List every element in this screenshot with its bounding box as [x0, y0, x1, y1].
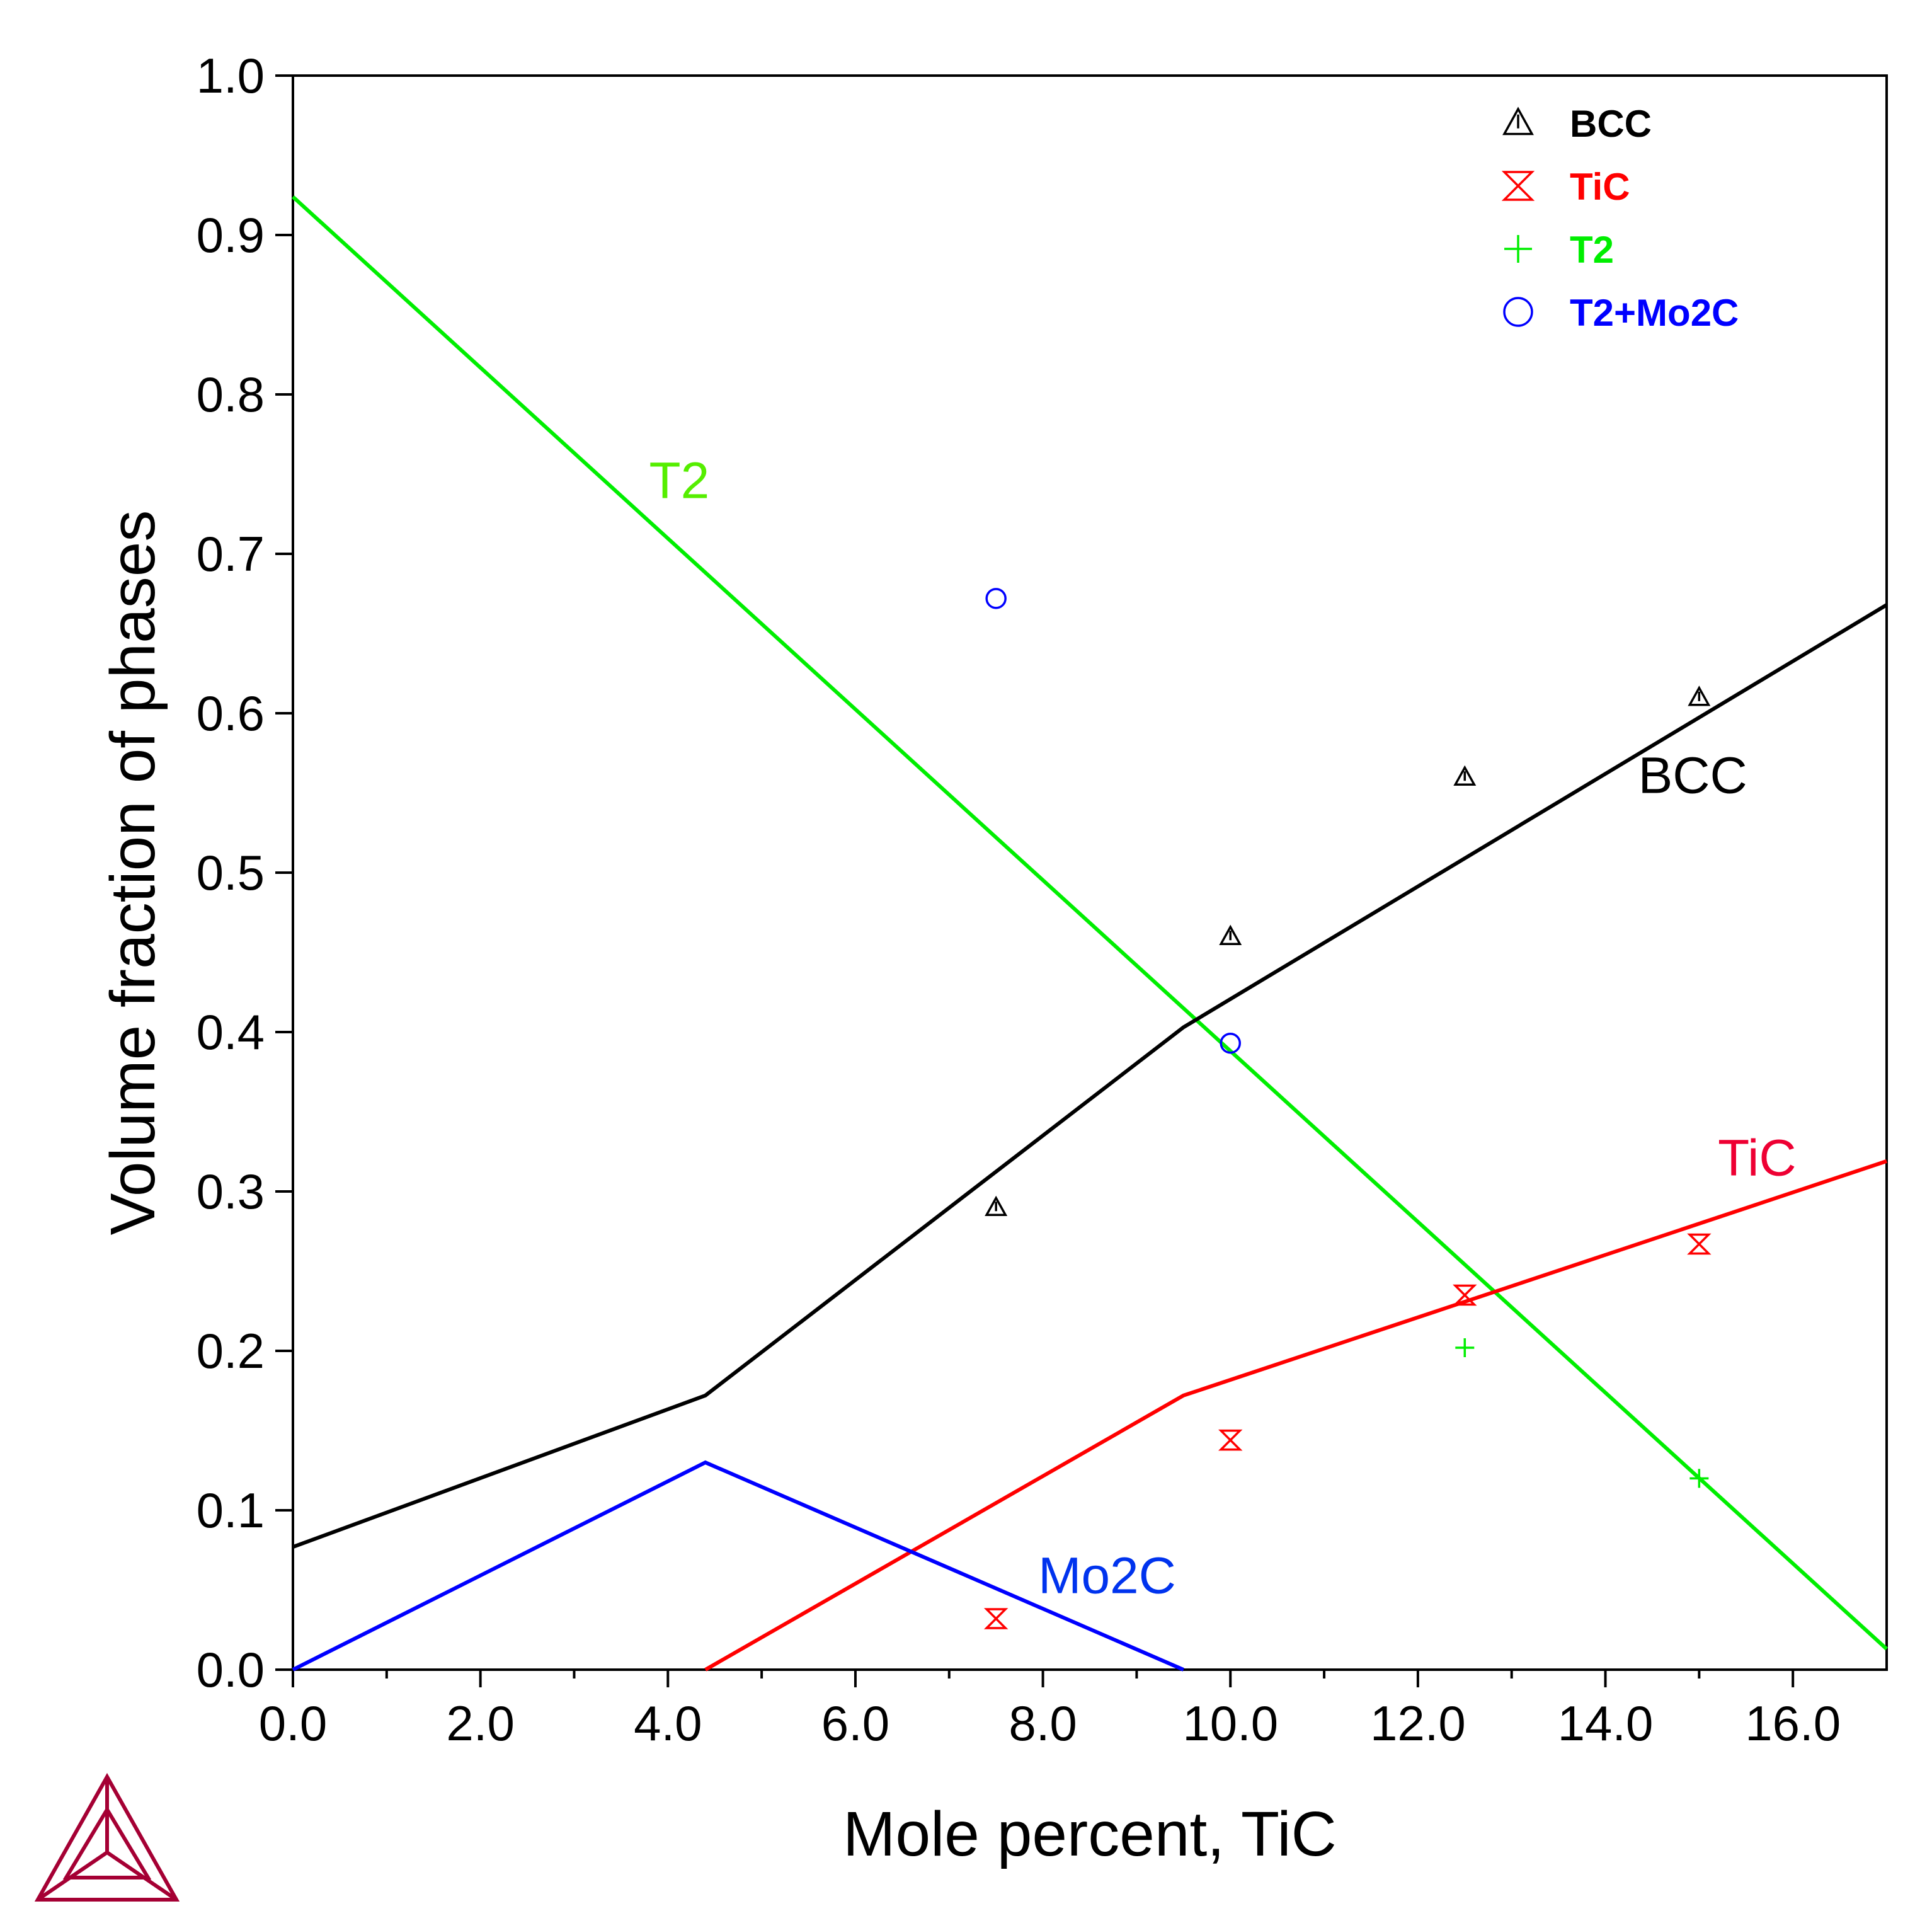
y-tick-label: 0.9 [197, 207, 265, 263]
line-bcc [292, 603, 1888, 1549]
y-tick-label: 0.2 [197, 1323, 265, 1379]
x-tick-label: 4.0 [634, 1696, 702, 1751]
x-tick-label: 6.0 [821, 1696, 889, 1751]
point-tic [1687, 1233, 1712, 1255]
curve-label-mo2c: Mo2C [1038, 1547, 1176, 1605]
legend: BCC TiC T2 T2+Mo2C [1501, 103, 1739, 334]
y-tick-label: 0.8 [197, 367, 265, 422]
point-t2 [1455, 1338, 1475, 1357]
point-t2-mo2c [1220, 1032, 1241, 1054]
point-bcc [985, 1195, 1008, 1217]
x-tick-label: 16.0 [1745, 1696, 1841, 1751]
legend-label: T2 [1570, 229, 1614, 271]
legend-marker-tic [1501, 171, 1535, 201]
x-tick-label: 0.0 [259, 1696, 327, 1751]
y-tick-label: 0.1 [197, 1483, 265, 1538]
curve-label-t2: T2 [649, 452, 710, 509]
legend-label: BCC [1570, 103, 1652, 145]
data-points [983, 588, 1712, 1629]
point-bcc [1688, 686, 1711, 706]
x-tick-label: 2.0 [446, 1696, 514, 1751]
point-tic [1218, 1429, 1243, 1451]
legend-marker-t2-mo2c [1503, 297, 1533, 327]
curve-label-tic: TiC [1718, 1130, 1796, 1187]
line-mo2c [292, 1460, 1184, 1672]
legend-marker-t2 [1504, 235, 1532, 263]
point-bcc [1219, 924, 1242, 945]
point-bcc [1453, 765, 1477, 786]
y-tick-label: 0.5 [197, 845, 265, 900]
y-tick-label: 0.7 [197, 526, 265, 582]
thermo-calc-logo-icon [34, 1772, 180, 1902]
y-tick-label: 1.0 [197, 48, 265, 103]
y-tick-label: 0.4 [197, 1004, 265, 1060]
legend-label: TiC [1570, 166, 1630, 208]
x-axis-title: Mole percent, TiC [843, 1799, 1337, 1869]
curve-labels: T2 BCC TiC Mo2C [649, 452, 1797, 1604]
x-tick-label: 10.0 [1182, 1696, 1278, 1751]
point-t2 [1689, 1469, 1709, 1488]
curve-label-bcc: BCC [1638, 747, 1747, 805]
x-tick-label: 14.0 [1558, 1696, 1654, 1751]
x-tick-label: 8.0 [1009, 1696, 1077, 1751]
y-axis-title: Volume fraction of phases [98, 510, 168, 1236]
x-tick-label: 12.0 [1370, 1696, 1466, 1751]
point-t2-mo2c [985, 588, 1007, 609]
line-t2 [291, 195, 1889, 1651]
y-tick-label: 0.3 [197, 1164, 265, 1219]
legend-marker-bcc [1502, 106, 1534, 135]
point-tic [1453, 1284, 1477, 1306]
y-tick-label: 0.6 [197, 686, 265, 741]
line-tic [704, 1159, 1887, 1672]
curves [291, 195, 1889, 1672]
axis-ticks: 0.0 2.0 4.0 6.0 8.0 10.0 12.0 14.0 16.0 0.0 0.1 0.2… [197, 48, 1841, 1751]
point-tic [983, 1608, 1009, 1629]
legend-label: T2+Mo2C [1570, 292, 1739, 334]
y-tick-label: 0.0 [197, 1642, 265, 1697]
